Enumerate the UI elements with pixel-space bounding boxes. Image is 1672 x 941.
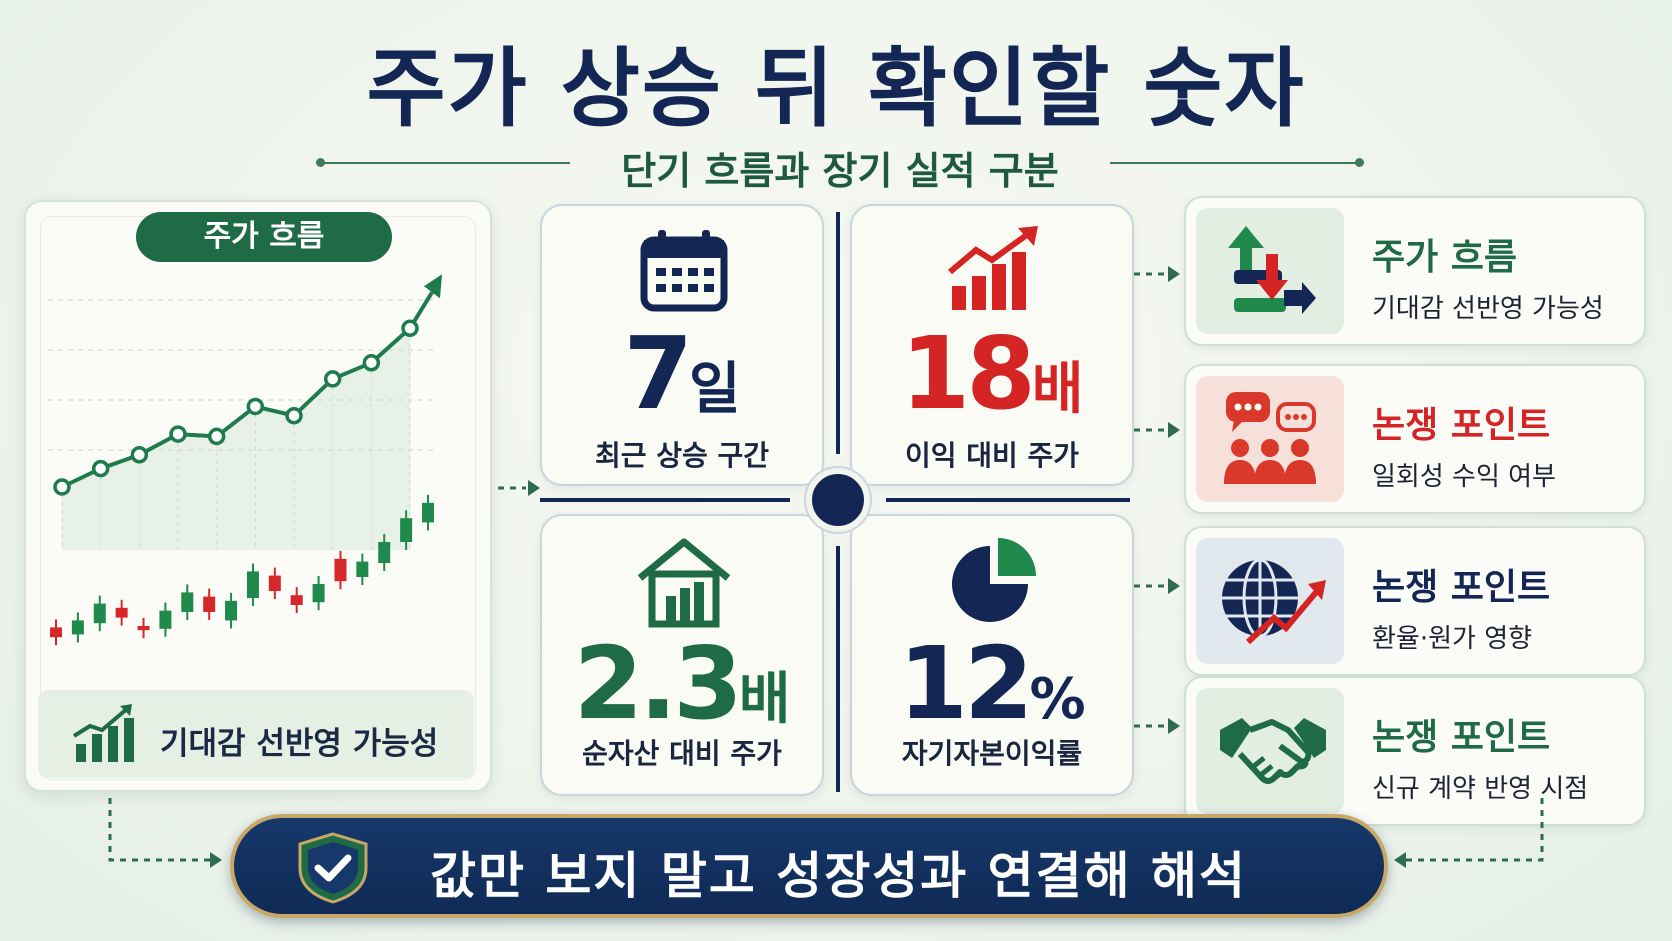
subtitle-divider-right [1110, 162, 1360, 164]
price-point [169, 425, 187, 443]
candle-body [159, 610, 172, 629]
point-card-fx-cost: 논쟁 포인트 환율·원가 영향 [1184, 526, 1646, 676]
candle-body [356, 561, 369, 577]
calendar-icon [640, 230, 728, 312]
shield-check-icon [298, 832, 368, 904]
point-desc: 기대감 선반영 가능성 [1372, 294, 1604, 324]
chart-footer [38, 690, 474, 778]
chart-footer-label: 기대감 선반영 가능성 [160, 726, 439, 762]
discussion-people-icon [1224, 392, 1316, 484]
candle-body [290, 595, 303, 605]
stat-card-days: 7일 최근 상승 구간 [540, 204, 824, 486]
candle-body [268, 575, 281, 591]
candle-body [422, 502, 434, 523]
house-icon [637, 538, 731, 628]
stat-value-per: 18배 [900, 315, 1084, 432]
stat-label-days: 최근 상승 구간 [594, 439, 770, 472]
price-point [207, 427, 226, 446]
point-title: 논쟁 포인트 [1372, 405, 1551, 446]
stat-value-pbr: 2.3배 [573, 625, 791, 742]
candle-body [246, 571, 259, 598]
candle-body [93, 603, 106, 624]
stat-card-roe: 12% 자기자본이익률 [850, 514, 1134, 796]
stat-value-roe: 12% [898, 625, 1086, 742]
price-point [401, 319, 419, 338]
candle-body [334, 558, 347, 582]
point-title: 논쟁 포인트 [1372, 567, 1551, 608]
price-line-chart [48, 274, 442, 646]
price-point [362, 354, 381, 372]
point-card-price-flow: 주가 흐름 기대감 선반영 가능성 [1184, 196, 1646, 346]
stat-label-pbr: 순자산 대비 주가 [582, 737, 782, 770]
growth-bars-icon [72, 704, 134, 762]
up-down-arrows-icon [1228, 226, 1316, 314]
price-arrow-head [424, 274, 442, 299]
conclusion-text: 값만 보지 말고 성장성과 연결해 해석 [430, 847, 1248, 905]
candle-body [400, 518, 413, 542]
point-icon-box [1196, 688, 1344, 814]
point-title: 논쟁 포인트 [1372, 717, 1551, 758]
candle-body [181, 592, 194, 612]
subtitle-row: 단기 흐름과 장기 실적 구분 [316, 140, 1364, 193]
price-point [246, 397, 265, 416]
price-point [91, 459, 110, 478]
price-point [323, 370, 342, 388]
center-hub-dot [806, 468, 870, 532]
point-title: 주가 흐름 [1372, 237, 1518, 278]
candle-body [378, 542, 391, 563]
page-title: 주가 상승 뒤 확인할 숫자 [366, 39, 1306, 139]
point-desc: 신규 계약 반영 시점 [1372, 774, 1589, 804]
candle-body [50, 627, 62, 638]
subtitle-divider-left [320, 162, 570, 164]
conclusion-banner [230, 814, 1388, 918]
point-desc: 환율·원가 영향 [1372, 624, 1533, 654]
candle-body [137, 626, 150, 631]
point-icon-box [1196, 538, 1344, 664]
page-subtitle: 단기 흐름과 장기 실적 구분 [621, 149, 1059, 193]
candle-body [225, 600, 238, 621]
candle-body [203, 596, 216, 612]
subtitle-dot-right [1355, 158, 1364, 167]
point-icon-box [1196, 208, 1344, 334]
point-card-new-contract: 논쟁 포인트 신규 계약 반영 시점 [1184, 676, 1646, 826]
pie-chart-icon [952, 538, 1036, 622]
globe-trend-icon [1222, 558, 1326, 645]
price-point [130, 446, 149, 464]
stat-label-per: 이익 대비 주가 [904, 439, 1080, 472]
stat-label-roe: 자기자본이익률 [901, 737, 1083, 770]
point-icon-box [1196, 376, 1344, 502]
candle-body [71, 620, 84, 635]
candle-body [312, 584, 325, 603]
price-point [285, 406, 303, 425]
point-desc: 일회성 수익 여부 [1372, 462, 1556, 492]
chart-title-pill: 주가 흐름 [136, 212, 392, 262]
candle-body [115, 607, 128, 618]
point-card-one-time-gain: 논쟁 포인트 일회성 수익 여부 [1184, 364, 1646, 514]
price-line [61, 326, 412, 489]
bar-chart-up-icon [948, 226, 1038, 310]
price-point [53, 478, 71, 496]
price-area-fill [62, 328, 410, 550]
stat-value-days: 7일 [623, 315, 741, 432]
handshake-icon [1220, 718, 1326, 784]
stat-card-pbr: 2.3배 순자산 대비 주가 [540, 514, 824, 796]
stat-card-per: 18배 이익 대비 주가 [850, 204, 1134, 486]
